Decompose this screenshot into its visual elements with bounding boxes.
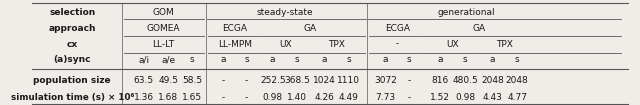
Text: 4.49: 4.49	[339, 93, 358, 102]
Text: -: -	[245, 76, 248, 85]
Text: 2048: 2048	[506, 76, 529, 85]
Text: s: s	[407, 55, 412, 64]
Text: 63.5: 63.5	[134, 76, 154, 85]
Text: s: s	[346, 55, 351, 64]
Text: a/i: a/i	[138, 55, 149, 64]
Text: GA: GA	[304, 24, 317, 33]
Text: -: -	[408, 93, 411, 102]
Text: generational: generational	[438, 8, 495, 17]
Text: (a)sync: (a)sync	[54, 55, 91, 64]
Text: s: s	[244, 55, 249, 64]
Text: LL-LT: LL-LT	[152, 40, 175, 49]
Text: 1.40: 1.40	[287, 93, 307, 102]
Text: 1.36: 1.36	[134, 93, 154, 102]
Text: a: a	[438, 55, 443, 64]
Text: a: a	[220, 55, 226, 64]
Text: population size: population size	[33, 76, 111, 85]
Text: ECGA: ECGA	[385, 24, 410, 33]
Text: s: s	[189, 55, 195, 64]
Text: 4.43: 4.43	[483, 93, 502, 102]
Text: 0.98: 0.98	[262, 93, 283, 102]
Text: approach: approach	[49, 24, 96, 33]
Text: 3072: 3072	[374, 76, 397, 85]
Text: s: s	[294, 55, 299, 64]
Text: UX: UX	[279, 40, 291, 49]
Text: 58.5: 58.5	[182, 76, 202, 85]
Text: simulation time (s) × 10⁶: simulation time (s) × 10⁶	[11, 93, 134, 102]
Text: LL-MPM: LL-MPM	[218, 40, 252, 49]
Text: 4.26: 4.26	[314, 93, 334, 102]
Text: cx: cx	[67, 40, 78, 49]
Text: 1.68: 1.68	[158, 93, 179, 102]
Text: 1110: 1110	[337, 76, 360, 85]
Text: steady-state: steady-state	[257, 8, 314, 17]
Text: 1024: 1024	[313, 76, 335, 85]
Text: GOMEA: GOMEA	[147, 24, 180, 33]
Text: 7.73: 7.73	[376, 93, 396, 102]
Text: a/e: a/e	[161, 55, 175, 64]
Text: UX: UX	[446, 40, 459, 49]
Text: 0.98: 0.98	[455, 93, 475, 102]
Text: 2048: 2048	[481, 76, 504, 85]
Text: a: a	[270, 55, 275, 64]
Text: 816: 816	[431, 76, 449, 85]
Text: 368.5: 368.5	[284, 76, 310, 85]
Text: a: a	[490, 55, 495, 64]
Text: 480.5: 480.5	[452, 76, 478, 85]
Text: s: s	[515, 55, 520, 64]
Text: selection: selection	[49, 8, 95, 17]
Text: a: a	[383, 55, 388, 64]
Text: s: s	[463, 55, 467, 64]
Text: -: -	[221, 93, 225, 102]
Text: GA: GA	[472, 24, 485, 33]
Text: TPX: TPX	[495, 40, 513, 49]
Text: 1.65: 1.65	[182, 93, 202, 102]
Text: -: -	[396, 40, 399, 49]
Text: 252.5: 252.5	[260, 76, 285, 85]
Text: GOM: GOM	[152, 8, 174, 17]
Text: ECGA: ECGA	[222, 24, 247, 33]
Text: a: a	[321, 55, 327, 64]
Text: 4.77: 4.77	[507, 93, 527, 102]
Text: -: -	[408, 76, 411, 85]
Text: 1.52: 1.52	[430, 93, 450, 102]
Text: -: -	[221, 76, 225, 85]
Text: 49.5: 49.5	[159, 76, 179, 85]
Text: TPX: TPX	[328, 40, 345, 49]
Text: -: -	[245, 93, 248, 102]
